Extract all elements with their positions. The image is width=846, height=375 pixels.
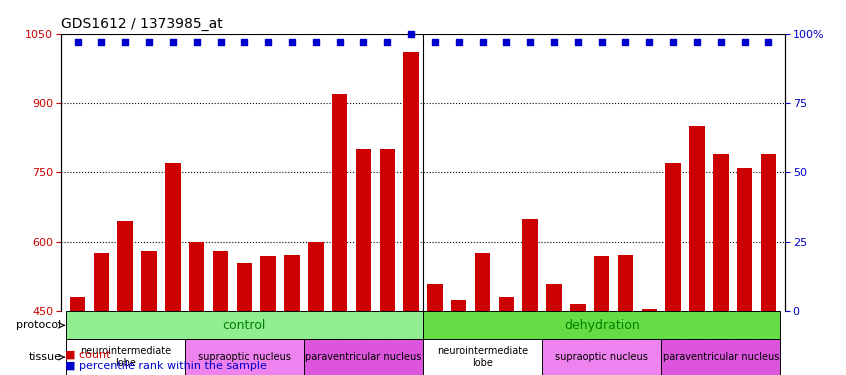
Bar	[184, 339, 304, 375]
Bar	[189, 242, 205, 311]
Point	[428, 39, 442, 45]
Text: supraoptic nucleus: supraoptic nucleus	[555, 352, 648, 362]
Point	[500, 39, 514, 45]
Text: protocol: protocol	[16, 320, 62, 330]
Point	[595, 39, 608, 45]
Point	[571, 39, 585, 45]
Text: neurointermediate
lobe: neurointermediate lobe	[80, 346, 171, 368]
Bar	[427, 284, 442, 311]
Text: supraoptic nucleus: supraoptic nucleus	[198, 352, 291, 362]
Text: ■ percentile rank within the sample: ■ percentile rank within the sample	[65, 361, 267, 370]
Text: dehydration: dehydration	[563, 319, 640, 332]
Bar	[618, 255, 633, 311]
Bar	[404, 52, 419, 311]
Point	[667, 39, 680, 45]
Bar	[570, 304, 585, 311]
Bar	[284, 255, 299, 311]
Bar	[689, 126, 705, 311]
Text: paraventricular nucleus: paraventricular nucleus	[305, 352, 421, 362]
Point	[738, 39, 751, 45]
Bar	[380, 149, 395, 311]
Point	[714, 39, 728, 45]
Bar	[423, 339, 542, 375]
Point	[214, 39, 228, 45]
Point	[381, 39, 394, 45]
Point	[357, 39, 371, 45]
Bar	[542, 339, 662, 375]
Point	[452, 39, 465, 45]
Bar	[66, 311, 423, 339]
Bar	[641, 309, 657, 311]
Bar	[70, 297, 85, 311]
Bar	[332, 94, 348, 311]
Text: neurointermediate
lobe: neurointermediate lobe	[437, 346, 528, 368]
Point	[761, 39, 775, 45]
Bar	[118, 221, 133, 311]
Point	[524, 39, 537, 45]
Bar	[594, 256, 609, 311]
Bar	[475, 254, 491, 311]
Bar	[213, 251, 228, 311]
Text: control: control	[222, 319, 266, 332]
Bar	[141, 251, 157, 311]
Point	[118, 39, 132, 45]
Point	[642, 39, 656, 45]
Bar	[94, 254, 109, 311]
Bar	[761, 154, 776, 311]
Point	[142, 39, 156, 45]
Text: GDS1612 / 1373985_at: GDS1612 / 1373985_at	[61, 17, 222, 32]
Point	[166, 39, 179, 45]
Point	[690, 39, 704, 45]
Point	[475, 39, 489, 45]
Point	[285, 39, 299, 45]
Bar	[666, 163, 681, 311]
Point	[190, 39, 203, 45]
Point	[71, 39, 85, 45]
Bar	[547, 284, 562, 311]
Text: ■ count: ■ count	[65, 350, 111, 359]
Bar	[261, 256, 276, 311]
Bar	[304, 339, 423, 375]
Bar	[165, 163, 180, 311]
Bar	[662, 339, 780, 375]
Point	[238, 39, 251, 45]
Point	[404, 31, 418, 37]
Text: tissue: tissue	[29, 352, 62, 362]
Bar	[423, 311, 780, 339]
Bar	[66, 339, 184, 375]
Point	[309, 39, 322, 45]
Point	[618, 39, 632, 45]
Text: paraventricular nucleus: paraventricular nucleus	[662, 352, 779, 362]
Bar	[713, 154, 728, 311]
Point	[95, 39, 108, 45]
Point	[261, 39, 275, 45]
Bar	[451, 300, 466, 311]
Bar	[237, 262, 252, 311]
Point	[547, 39, 561, 45]
Bar	[355, 149, 371, 311]
Point	[332, 39, 346, 45]
Bar	[498, 297, 514, 311]
Bar	[308, 242, 323, 311]
Bar	[737, 168, 752, 311]
Bar	[523, 219, 538, 311]
